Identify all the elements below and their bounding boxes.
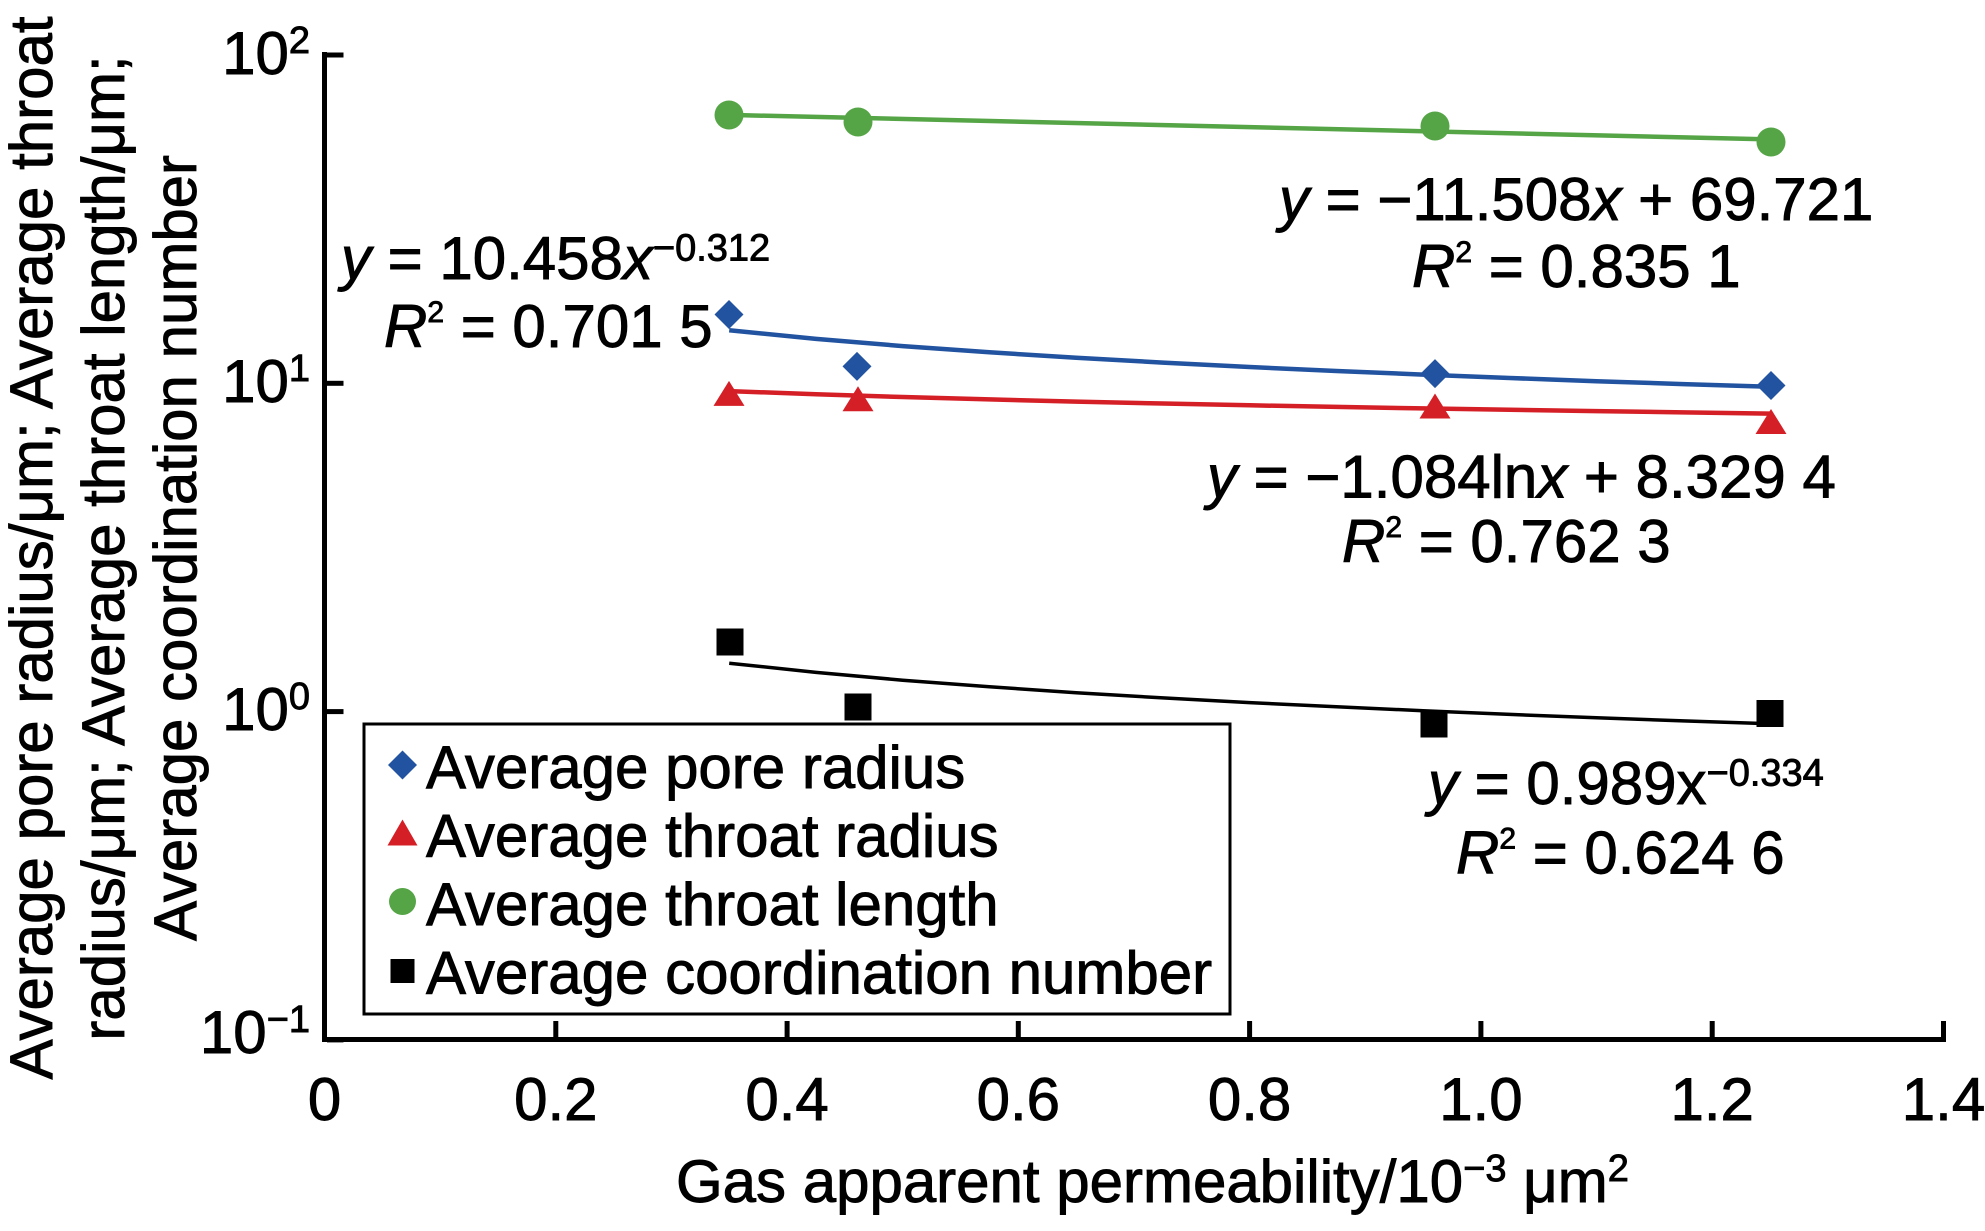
- svg-text:1.0: 1.0: [1439, 1066, 1522, 1133]
- svg-text:0.8: 0.8: [1208, 1066, 1291, 1133]
- svg-text:y = −11.508x + 69.721: y = −11.508x + 69.721: [1275, 166, 1873, 233]
- svg-text:R2 = 0.835 1: R2 = 0.835 1: [1412, 233, 1741, 300]
- svg-text:Average coordination number: Average coordination number: [426, 940, 1212, 1007]
- svg-text:0.4: 0.4: [745, 1066, 828, 1133]
- svg-text:0.2: 0.2: [514, 1066, 597, 1133]
- svg-text:0: 0: [308, 1066, 341, 1133]
- svg-text:Average coordination number: Average coordination number: [142, 155, 209, 941]
- svg-text:Average pore radius/μm; Averag: Average pore radius/μm; Average throat: [0, 16, 65, 1079]
- svg-text:1.4: 1.4: [1902, 1066, 1985, 1133]
- svg-text:y = −1.084lnx + 8.329 4: y = −1.084lnx + 8.329 4: [1203, 444, 1836, 511]
- svg-text:Average throat radius: Average throat radius: [426, 803, 999, 870]
- svg-text:radius/μm; Average throat leng: radius/μm; Average throat length/μm;: [70, 55, 137, 1040]
- svg-text:1.2: 1.2: [1670, 1066, 1753, 1133]
- svg-text:Average pore radius: Average pore radius: [426, 734, 965, 801]
- svg-text:y = 0.989x−0.334: y = 0.989x−0.334: [1424, 750, 1824, 817]
- svg-text:0.6: 0.6: [977, 1066, 1060, 1133]
- svg-text:R2 = 0.762 3: R2 = 0.762 3: [1342, 508, 1671, 575]
- svg-text:R2 = 0.701 5: R2 = 0.701 5: [384, 293, 713, 360]
- svg-text:R2 = 0.624 6: R2 = 0.624 6: [1456, 820, 1785, 887]
- svg-text:102: 102: [222, 20, 310, 87]
- svg-text:Average throat length: Average throat length: [426, 871, 999, 938]
